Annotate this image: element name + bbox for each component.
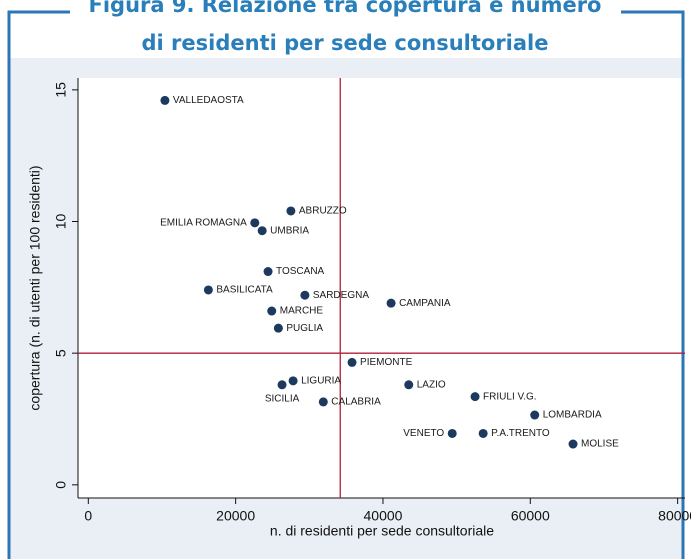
point-label: MOLISE: [581, 439, 619, 450]
point-label: CAMPANIA: [399, 298, 451, 309]
frame: [7, 10, 685, 559]
point-label: BASILICATA: [216, 285, 273, 296]
point-label: VENETO: [403, 428, 444, 439]
y-tick-label: 10: [53, 214, 69, 230]
point-label: PUGLIA: [286, 323, 323, 334]
point-label: ABRUZZO: [299, 206, 347, 217]
point: [568, 439, 578, 449]
plot-area: [78, 78, 685, 498]
point-label: MARCHE: [280, 306, 324, 317]
chart-title: di residenti per sede consultoriale: [142, 31, 549, 55]
point: [267, 306, 277, 316]
point: [300, 290, 310, 300]
x-tick-label: 0: [84, 508, 92, 524]
point-label: P.A.TRENTO: [491, 428, 550, 439]
chart-title: Figura 9. Relazione tra copertura e nume…: [89, 0, 602, 17]
point: [530, 410, 540, 420]
point-label: LAZIO: [417, 379, 446, 390]
point: [160, 95, 170, 105]
point: [277, 380, 287, 390]
point: [286, 206, 296, 216]
point-label: UMBRIA: [270, 225, 309, 236]
point-label: FRIULI V.G.: [483, 391, 537, 402]
point-label: TOSCANA: [276, 266, 324, 277]
y-tick-label: 0: [53, 481, 69, 489]
y-tick-label: 15: [53, 82, 69, 98]
point: [318, 397, 328, 407]
point-label: VALLEDAOSTA: [173, 95, 244, 106]
point-label: PIEMONTE: [360, 357, 413, 368]
y-tick-label: 5: [53, 349, 69, 357]
point: [447, 428, 457, 438]
x-axis-title: n. di residenti per sede consultoriale: [270, 523, 494, 539]
point: [470, 392, 480, 402]
y-axis-title: copertura (n. di utenti per 100 resident…: [27, 165, 43, 410]
x-tick-label: 60000: [511, 508, 550, 524]
point-label: CALABRIA: [331, 397, 381, 408]
point: [386, 298, 396, 308]
point: [263, 267, 273, 277]
point-label: LOMBARDIA: [543, 410, 602, 421]
point-label: LIGURIA: [301, 375, 341, 386]
point: [347, 357, 357, 367]
point: [257, 226, 267, 236]
point-label: SARDEGNA: [313, 290, 369, 301]
point-label: SICILIA: [265, 393, 300, 404]
point: [478, 428, 488, 438]
x-tick-label: 20000: [216, 508, 255, 524]
point: [288, 376, 298, 386]
point: [404, 380, 414, 390]
point: [203, 285, 213, 295]
x-tick-label: 40000: [364, 508, 403, 524]
point-label: EMILIA ROMAGNA: [160, 217, 247, 228]
point: [250, 218, 260, 228]
point: [273, 323, 283, 333]
